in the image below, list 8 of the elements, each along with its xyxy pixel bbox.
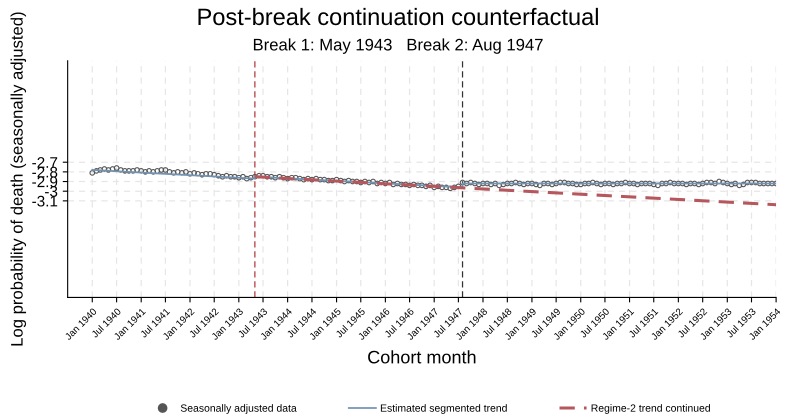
legend-label: Seasonally adjusted data — [180, 404, 297, 414]
chart-title: Post-break continuation counterfactual — [198, 8, 598, 26]
y-tick-label: -3.1 — [32, 196, 58, 207]
x-axis-title: Cohort month — [368, 350, 476, 364]
y-axis-title: Log probability of death (seasonally adjusted) — [10, 12, 26, 346]
legend-label: Regime-2 trend continued — [592, 404, 710, 414]
legend-label: Estimated segmented trend — [380, 404, 507, 414]
chart-subtitle: Break 1: May 1943 Break 2: Aug 1947 — [254, 38, 543, 54]
